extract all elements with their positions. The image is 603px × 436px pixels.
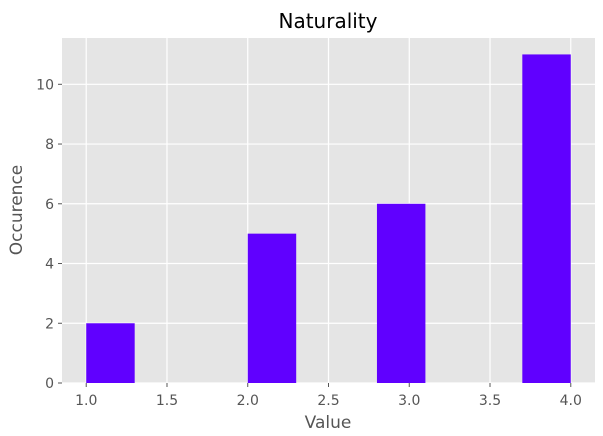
x-tick-label: 2.5 xyxy=(317,393,339,409)
y-tick-label: 0 xyxy=(45,376,54,392)
grid-lines xyxy=(62,38,595,384)
y-tick-label: 4 xyxy=(45,257,54,273)
x-axis-ticks: 1.0 1.5 2.0 2.5 3.0 3.5 4.0 xyxy=(75,383,582,409)
x-tick-label: 3.0 xyxy=(398,393,420,409)
y-tick-label: 6 xyxy=(45,197,54,213)
bar-2 xyxy=(247,233,297,383)
x-tick-label: 1.5 xyxy=(156,393,178,409)
y-axis-ticks: 0 2 4 6 8 10 xyxy=(36,77,62,392)
bars xyxy=(86,54,571,384)
bar-4 xyxy=(522,54,571,384)
y-tick-label: 8 xyxy=(45,137,54,153)
x-axis-label: Value xyxy=(305,413,352,433)
bar-3 xyxy=(376,203,426,383)
y-axis-label: Occurence xyxy=(7,165,27,256)
chart-title: Naturality xyxy=(278,9,377,33)
x-tick-label: 4.0 xyxy=(560,393,582,409)
x-tick-label: 1.0 xyxy=(75,393,97,409)
bar-1 xyxy=(86,323,135,383)
y-tick-label: 2 xyxy=(45,316,54,332)
x-tick-label: 3.5 xyxy=(479,393,501,409)
x-tick-label: 2.0 xyxy=(237,393,259,409)
y-tick-label: 10 xyxy=(36,77,54,93)
